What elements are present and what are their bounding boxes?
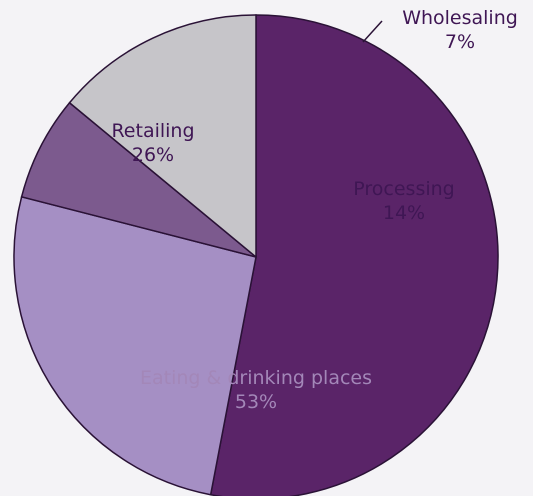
slice-value-eating-drinking: 53% bbox=[235, 391, 277, 413]
slice-retailing bbox=[13, 195, 257, 496]
slice-value-retailing: 26% bbox=[132, 144, 174, 166]
slice-label-wholesaling: Wholesaling bbox=[402, 7, 518, 29]
wholesaling-leader-line bbox=[362, 20, 383, 43]
slice-label-eating-drinking: Eating & drinking places bbox=[140, 367, 372, 389]
slice-eating-drinking bbox=[209, 14, 499, 496]
slice-processing bbox=[68, 14, 257, 259]
slice-label-retailing: Retailing bbox=[111, 120, 194, 142]
slice-wholesaling bbox=[20, 101, 257, 258]
pie-slices bbox=[13, 14, 499, 496]
slice-label-processing: Processing bbox=[353, 178, 454, 200]
pie-labels: Eating & drinking places 53% Retailing 2… bbox=[111, 7, 517, 413]
slice-value-processing: 14% bbox=[383, 202, 425, 224]
slice-value-wholesaling: 7% bbox=[445, 31, 475, 53]
